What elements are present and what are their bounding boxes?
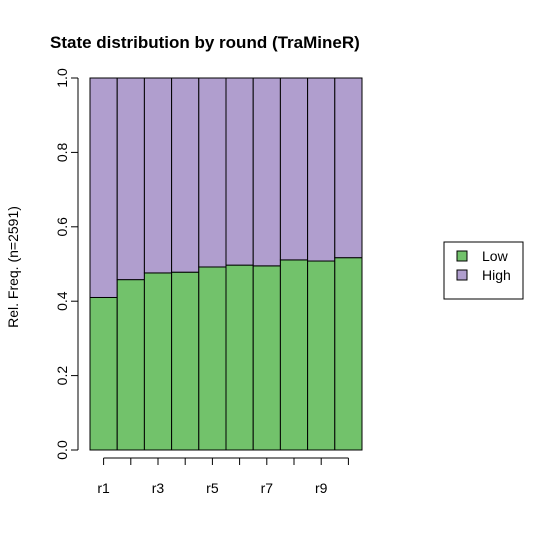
bar-high-r6 bbox=[225, 77, 254, 266]
bar-high-r10 bbox=[334, 77, 363, 259]
bar-low-r4 bbox=[171, 271, 200, 451]
bar-high-r7 bbox=[252, 77, 281, 267]
legend-label-high: High bbox=[482, 267, 511, 283]
y-tick-label: 0.6 bbox=[54, 217, 70, 237]
x-tick-label: r3 bbox=[152, 480, 165, 496]
bar-low-r3 bbox=[143, 272, 173, 451]
bar-low-r7 bbox=[252, 265, 281, 451]
bar-high-r2 bbox=[116, 77, 145, 281]
y-axis: 0.0 0.2 0.4 0.6 0.8 1.0 bbox=[54, 68, 79, 460]
y-axis-title: Rel. Freq. (n=2591) bbox=[5, 206, 21, 328]
bar-low-r6 bbox=[225, 264, 254, 451]
y-tick-label: 0.8 bbox=[54, 142, 70, 162]
legend-label-low: Low bbox=[482, 248, 509, 264]
bar-high-r4 bbox=[171, 77, 200, 273]
x-tick-label: r1 bbox=[97, 480, 110, 496]
y-tick-label: 0.0 bbox=[54, 440, 70, 460]
chart-title: State distribution by round (TraMineR) bbox=[50, 33, 360, 52]
bar-low-r5 bbox=[198, 266, 227, 451]
x-tick-label: r9 bbox=[315, 480, 328, 496]
x-tick-label: r7 bbox=[261, 480, 274, 496]
bar-low-r10 bbox=[334, 257, 363, 451]
bar-high-r1 bbox=[89, 77, 118, 298]
x-tick-label: r5 bbox=[206, 480, 219, 496]
y-tick-label: 1.0 bbox=[54, 68, 70, 88]
x-axis: r1 r3 r5 r7 r9 bbox=[97, 457, 349, 496]
y-tick-label: 0.4 bbox=[54, 291, 70, 311]
bar-high-r3 bbox=[143, 77, 173, 274]
bar-high-r9 bbox=[307, 77, 336, 262]
bar-low-r1 bbox=[89, 296, 118, 451]
legend: Low High bbox=[443, 241, 524, 300]
bar-low-r9 bbox=[307, 260, 336, 451]
bar-high-r8 bbox=[279, 77, 309, 261]
bars-group bbox=[89, 77, 363, 451]
bar-high-r5 bbox=[198, 77, 227, 268]
legend-swatch-low bbox=[456, 250, 468, 262]
legend-swatch-high bbox=[456, 269, 468, 281]
bar-low-r2 bbox=[116, 279, 145, 451]
y-tick-label: 0.2 bbox=[54, 366, 70, 386]
bar-low-r8 bbox=[279, 259, 309, 451]
